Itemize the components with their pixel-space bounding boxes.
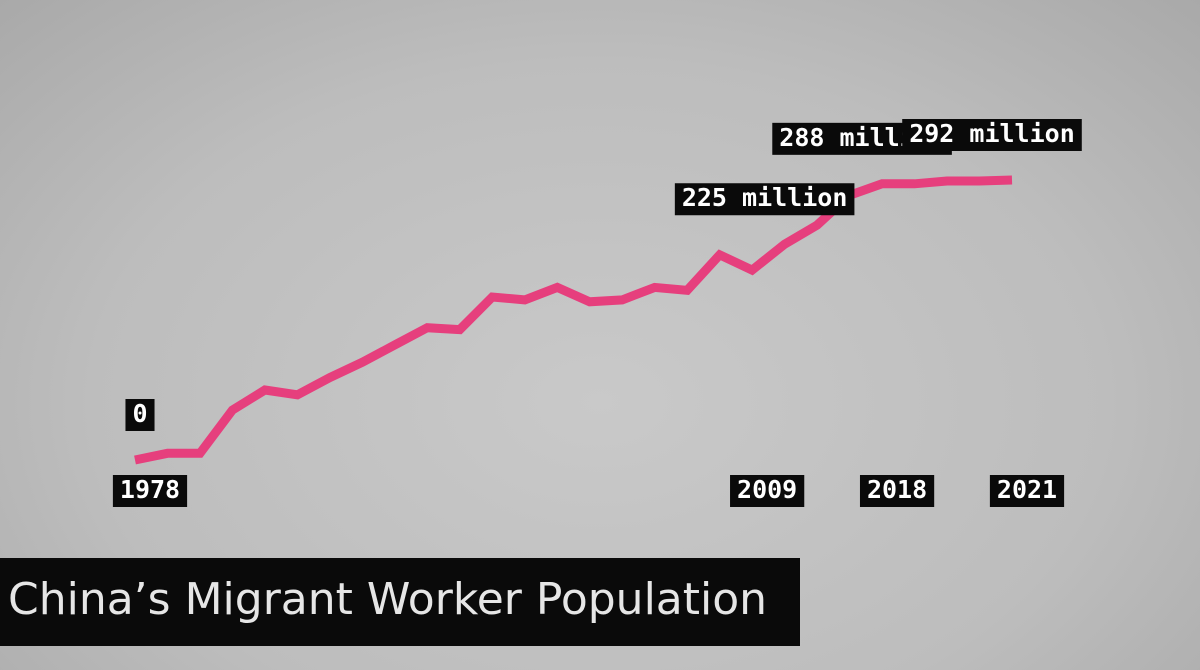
x-tick-label-box <box>859 475 935 507</box>
x-tick-label-group: 2021 <box>989 475 1065 507</box>
title-box <box>0 558 800 646</box>
data-label: 0 <box>132 399 147 428</box>
data-label-group: 292 million <box>902 119 1082 151</box>
chart-title: China’s Migrant Worker Population <box>8 574 767 625</box>
x-tick-label-group: 2009 <box>730 475 805 507</box>
x-tick-label: 2021 <box>997 475 1057 504</box>
x-tick-label: 1978 <box>120 475 180 504</box>
data-label-box <box>902 119 1082 151</box>
x-tick-label-box <box>112 475 188 507</box>
x-tick-label-box <box>989 475 1065 507</box>
data-label-box <box>125 399 155 431</box>
data-label-box <box>674 183 855 216</box>
x-tick-label: 2009 <box>737 475 797 504</box>
data-label: 292 million <box>909 119 1075 148</box>
x-tick-label-group: 2018 <box>859 475 935 507</box>
x-tick-label-box <box>730 475 805 507</box>
data-label-group: 225 million <box>674 183 855 216</box>
x-tick-label: 2018 <box>867 475 927 504</box>
data-line <box>134 175 1013 465</box>
x-tick-label-group: 1978 <box>112 475 188 507</box>
data-label: 225 million <box>682 183 848 212</box>
data-label-group: 0 <box>125 399 155 431</box>
